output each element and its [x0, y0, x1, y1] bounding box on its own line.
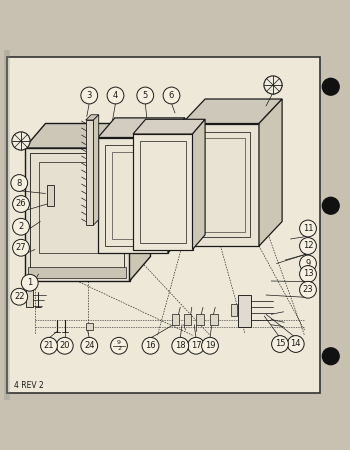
- Text: 14: 14: [290, 339, 301, 348]
- Circle shape: [81, 87, 98, 104]
- Polygon shape: [133, 134, 192, 249]
- Bar: [238, 295, 251, 327]
- Polygon shape: [168, 118, 185, 253]
- Text: 3: 3: [86, 91, 92, 100]
- Circle shape: [107, 87, 124, 104]
- Bar: [196, 314, 204, 325]
- Circle shape: [137, 87, 154, 104]
- Text: 26: 26: [16, 199, 26, 208]
- Circle shape: [21, 274, 38, 291]
- Circle shape: [322, 198, 339, 214]
- Circle shape: [300, 238, 316, 254]
- Text: 2: 2: [18, 222, 24, 231]
- Circle shape: [300, 266, 316, 283]
- Text: 8: 8: [16, 179, 22, 188]
- Polygon shape: [259, 99, 282, 246]
- Text: 11: 11: [303, 224, 313, 233]
- Circle shape: [41, 338, 57, 354]
- Polygon shape: [98, 118, 185, 138]
- Circle shape: [56, 338, 73, 354]
- Circle shape: [81, 338, 98, 354]
- Polygon shape: [86, 120, 93, 225]
- Bar: [28, 267, 126, 278]
- Bar: [86, 323, 93, 330]
- Polygon shape: [98, 138, 168, 253]
- Polygon shape: [93, 115, 99, 225]
- Text: 21: 21: [44, 341, 54, 350]
- Text: 27: 27: [16, 243, 26, 252]
- Polygon shape: [182, 123, 259, 246]
- Bar: [47, 185, 54, 206]
- Circle shape: [300, 281, 316, 298]
- Text: 9: 9: [117, 341, 121, 346]
- Circle shape: [322, 348, 339, 365]
- Text: 6: 6: [169, 91, 174, 100]
- Circle shape: [272, 336, 288, 352]
- Polygon shape: [130, 123, 150, 281]
- Bar: [26, 288, 33, 307]
- Text: 19: 19: [205, 341, 215, 350]
- Text: 1: 1: [27, 278, 32, 287]
- Bar: [184, 314, 191, 325]
- Text: 17: 17: [191, 341, 201, 350]
- Polygon shape: [182, 99, 282, 123]
- Bar: [231, 304, 237, 316]
- Text: 22: 22: [14, 292, 24, 301]
- Text: 18: 18: [175, 341, 186, 350]
- Text: 5: 5: [143, 91, 148, 100]
- Circle shape: [163, 87, 180, 104]
- Circle shape: [11, 175, 28, 191]
- Circle shape: [188, 338, 204, 354]
- Circle shape: [13, 239, 29, 256]
- Text: 23: 23: [303, 285, 313, 294]
- Text: 16: 16: [145, 341, 156, 350]
- Circle shape: [202, 338, 218, 354]
- Circle shape: [11, 288, 28, 305]
- Text: 13: 13: [303, 270, 313, 279]
- Bar: [210, 314, 218, 325]
- Circle shape: [142, 338, 159, 354]
- Circle shape: [287, 336, 304, 352]
- Circle shape: [13, 218, 29, 235]
- Circle shape: [172, 338, 189, 354]
- Text: 9: 9: [305, 259, 311, 268]
- Circle shape: [264, 76, 282, 94]
- Text: 4 REV 2: 4 REV 2: [14, 382, 44, 391]
- Polygon shape: [86, 115, 99, 120]
- Circle shape: [300, 220, 316, 237]
- Text: 24: 24: [84, 341, 95, 350]
- Circle shape: [322, 78, 339, 95]
- Text: 15: 15: [275, 339, 285, 348]
- Circle shape: [111, 338, 127, 354]
- Bar: [172, 314, 179, 325]
- Circle shape: [12, 132, 30, 150]
- Polygon shape: [25, 123, 150, 148]
- Polygon shape: [193, 119, 205, 249]
- Text: 4: 4: [113, 91, 118, 100]
- Circle shape: [300, 255, 316, 272]
- Polygon shape: [25, 148, 130, 281]
- Text: 20: 20: [60, 341, 70, 350]
- Polygon shape: [133, 119, 205, 134]
- Circle shape: [13, 196, 29, 212]
- Text: 12: 12: [303, 242, 313, 251]
- FancyBboxPatch shape: [7, 57, 320, 393]
- Text: 2: 2: [117, 346, 121, 351]
